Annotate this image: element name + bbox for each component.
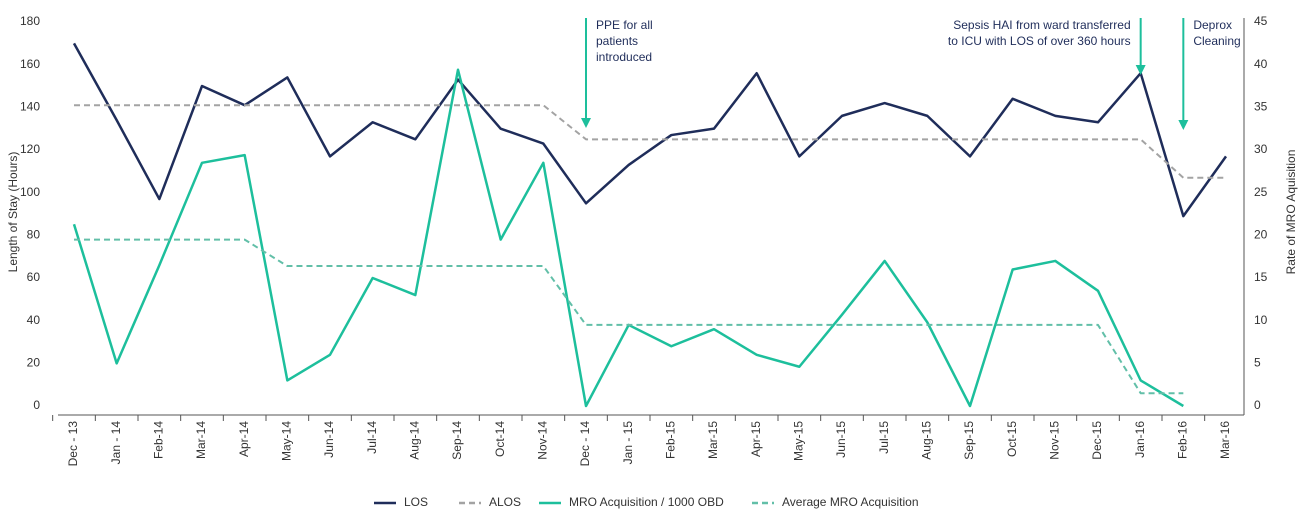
annotation-text: Cleaning [1193, 34, 1240, 48]
x-tick-label: Jun-14 [322, 421, 336, 458]
legend-label: LOS [404, 495, 428, 509]
annotation-text: Deprox [1193, 18, 1232, 32]
y2-tick-label: 45 [1254, 14, 1268, 28]
x-tick-label: Sep-14 [450, 421, 464, 460]
x-tick-label: Aug-15 [920, 421, 934, 460]
x-tick-label: Jan - 15 [621, 421, 635, 465]
x-tick-label: Dec - 14 [578, 421, 592, 467]
annotation-arrowhead [1135, 65, 1146, 75]
y-tick-label: 40 [27, 313, 41, 327]
x-tick-label: Feb-15 [664, 421, 678, 459]
x-tick-label: Jul-14 [365, 421, 379, 454]
y2-tick-label: 25 [1254, 185, 1268, 199]
legend-label: Average MRO Acquisition [782, 495, 919, 509]
y2-tick-label: 35 [1254, 100, 1268, 114]
y-tick-label: 0 [33, 398, 40, 412]
x-tick-label: May-14 [280, 421, 294, 461]
x-tick-label: Feb-14 [152, 421, 166, 459]
x-tick-label: Apr-14 [237, 421, 251, 457]
x-tick-label: Nov-14 [536, 421, 550, 460]
y-tick-label: 160 [20, 57, 40, 71]
x-tick-label: Jul-15 [877, 421, 891, 454]
y-tick-label: 80 [27, 228, 41, 242]
y-tick-label: 120 [20, 142, 40, 156]
series-line [72, 42, 1228, 218]
y-tick-label: 140 [20, 100, 40, 114]
x-tick-label: Jan-16 [1133, 421, 1147, 458]
annotation-text: patients [596, 34, 638, 48]
legend-label: ALOS [489, 495, 521, 509]
annotation-arrowhead [581, 118, 591, 128]
x-tick-label: May-15 [792, 421, 806, 461]
x-tick-label: Jan - 14 [109, 421, 123, 465]
x-tick-label: Sep-15 [962, 421, 976, 460]
y-tick-label: 100 [20, 185, 40, 199]
x-tick-label: Aug-14 [408, 421, 422, 460]
y2-tick-label: 10 [1254, 313, 1268, 327]
x-tick-label: Jun-15 [834, 421, 848, 458]
y2-tick-label: 5 [1254, 356, 1261, 370]
series-line [74, 104, 1226, 179]
annotation-text: PPE for all [596, 18, 653, 32]
x-tick-label: Feb-16 [1176, 421, 1190, 459]
annotation-text: Sepsis HAI from ward transferred [953, 18, 1130, 32]
x-tick-label: Dec-15 [1090, 421, 1104, 460]
series-line [72, 68, 1184, 408]
y2-tick-label: 20 [1254, 228, 1268, 242]
x-tick-label: Mar-14 [194, 421, 208, 459]
y2-axis-label: Rate of MRO Aquisition [1284, 150, 1298, 275]
annotation-text: to ICU with LOS of over 360 hours [948, 34, 1131, 48]
x-tick-label: Dec - 13 [66, 421, 80, 467]
y2-tick-label: 0 [1254, 398, 1261, 412]
x-tick-label: Mar-15 [706, 421, 720, 459]
x-tick-label: Oct-14 [493, 421, 507, 457]
x-tick-label: Nov-15 [1048, 421, 1062, 460]
x-tick-label: Mar-16 [1218, 421, 1232, 459]
y2-tick-label: 15 [1254, 270, 1268, 284]
y2-tick-label: 40 [1254, 57, 1268, 71]
legend-label: MRO Acquisition / 1000 OBD [569, 495, 724, 509]
y-tick-label: 180 [20, 14, 40, 28]
y-tick-label: 60 [27, 270, 41, 284]
y-tick-label: 20 [27, 356, 41, 370]
y-axis-label: Length of Stay (Hours) [6, 152, 20, 273]
x-tick-label: Apr-15 [749, 421, 763, 457]
annotation-arrowhead [1178, 120, 1189, 130]
series-line [74, 238, 1184, 395]
y2-tick-label: 30 [1254, 142, 1268, 156]
x-tick-label: Oct-15 [1005, 421, 1019, 457]
annotation-text: introduced [596, 50, 652, 64]
